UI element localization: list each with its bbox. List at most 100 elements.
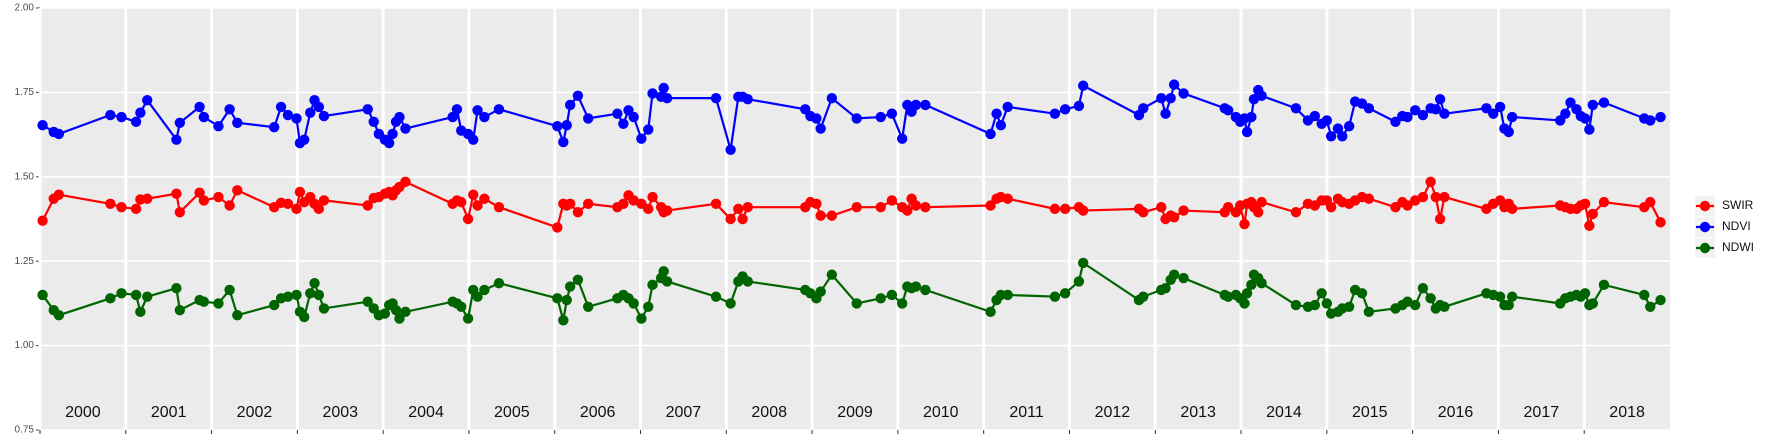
data-point — [811, 198, 822, 210]
year-label: 2006 — [580, 404, 616, 421]
y-tick-label: 1.25 — [15, 256, 35, 267]
data-point — [1579, 198, 1591, 210]
data-point — [875, 111, 886, 123]
data-point — [472, 291, 483, 302]
data-point — [1584, 124, 1595, 135]
data-point — [383, 137, 395, 149]
data-point — [1246, 111, 1257, 123]
data-point — [1425, 176, 1436, 188]
data-point — [198, 195, 210, 206]
data-point — [1410, 299, 1421, 311]
data-point — [1256, 90, 1267, 101]
data-point — [232, 310, 243, 321]
year-label: 2018 — [1609, 404, 1645, 421]
data-point — [1156, 201, 1167, 213]
data-point — [985, 306, 996, 318]
data-point — [1222, 201, 1234, 213]
data-point — [910, 200, 922, 211]
data-point — [733, 203, 744, 215]
data-point — [171, 188, 182, 199]
data-point — [558, 136, 569, 148]
data-point — [985, 200, 996, 211]
year-label: 2013 — [1180, 404, 1216, 421]
data-point — [647, 88, 658, 99]
data-point — [462, 313, 474, 324]
data-point — [1430, 191, 1441, 203]
data-point — [130, 203, 142, 215]
data-point — [232, 185, 243, 196]
year-label: 2007 — [666, 404, 702, 421]
year-label: 2009 — [837, 404, 873, 421]
data-point — [1078, 257, 1089, 269]
data-point — [875, 293, 886, 304]
data-point — [725, 213, 736, 225]
data-point — [661, 205, 673, 216]
data-point — [135, 306, 146, 318]
data-point — [1049, 291, 1061, 302]
data-point — [1049, 203, 1061, 215]
data-point — [313, 101, 325, 113]
data-point — [826, 92, 838, 104]
data-point — [318, 195, 330, 206]
data-point — [105, 109, 116, 121]
data-point — [130, 289, 142, 301]
data-point — [851, 298, 862, 309]
data-point — [53, 189, 65, 200]
data-point — [1178, 88, 1189, 99]
data-point — [1078, 205, 1089, 216]
data-point — [1598, 97, 1610, 108]
year-label: 2017 — [1524, 404, 1560, 421]
data-point — [1168, 79, 1180, 90]
data-point — [1506, 111, 1518, 123]
data-point — [710, 92, 722, 104]
data-point — [1165, 92, 1176, 104]
data-point — [1256, 196, 1267, 208]
data-point — [362, 296, 373, 307]
data-point — [1598, 196, 1610, 208]
data-point — [1138, 291, 1149, 302]
data-point — [826, 210, 838, 221]
data-point — [811, 113, 822, 124]
data-point — [362, 104, 373, 115]
data-point — [1645, 196, 1656, 208]
data-point — [472, 105, 483, 116]
data-point — [269, 121, 280, 133]
data-point — [1417, 109, 1429, 121]
data-point — [1246, 279, 1257, 291]
data-point — [851, 113, 862, 124]
data-point — [1587, 298, 1598, 309]
data-point — [1343, 301, 1355, 312]
data-point — [318, 110, 330, 122]
data-point — [213, 120, 224, 132]
data-point — [1002, 289, 1013, 301]
data-point — [1325, 201, 1337, 213]
data-point — [1560, 108, 1571, 119]
data-point — [1645, 301, 1656, 312]
data-point — [618, 118, 629, 129]
data-point — [400, 176, 411, 188]
data-point — [1290, 207, 1302, 218]
data-point — [875, 201, 886, 213]
data-point — [1506, 203, 1518, 215]
data-point — [313, 289, 325, 301]
data-point — [299, 311, 310, 323]
data-point — [1321, 298, 1333, 309]
data-point — [1168, 212, 1180, 223]
data-point — [1073, 100, 1085, 112]
data-point — [1434, 93, 1446, 105]
y-tick-label: 1.00 — [15, 340, 35, 351]
data-point — [1494, 101, 1506, 113]
y-tick-label: 2.00 — [15, 3, 35, 14]
data-point — [269, 299, 280, 311]
data-point — [1363, 103, 1375, 114]
data-point — [920, 284, 931, 296]
data-point — [468, 189, 479, 200]
data-point — [643, 124, 654, 135]
data-point — [174, 304, 186, 316]
data-point — [725, 298, 736, 309]
data-point — [1222, 105, 1234, 116]
data-point — [991, 108, 1002, 119]
data-point — [1655, 111, 1666, 123]
data-point — [456, 301, 467, 312]
